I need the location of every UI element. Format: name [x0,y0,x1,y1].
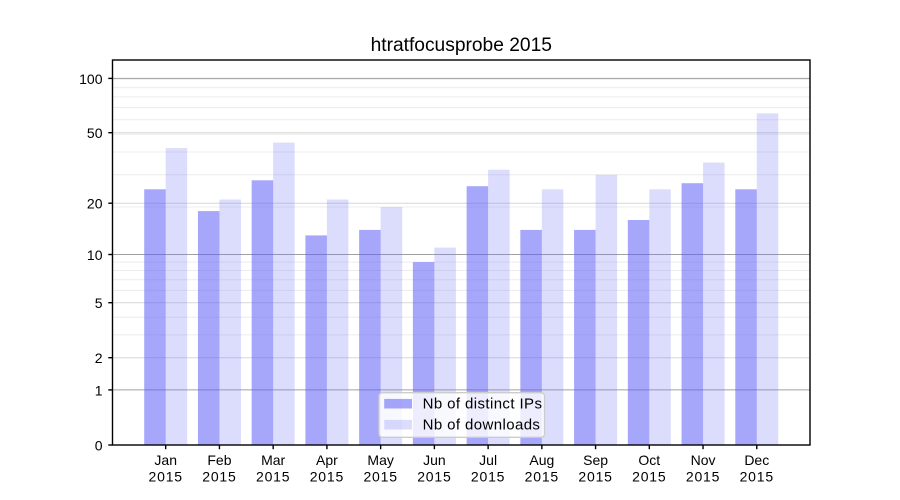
svg-text:2015: 2015 [740,468,774,484]
svg-text:Nb of downloads: Nb of downloads [423,416,541,433]
svg-text:Aug: Aug [529,452,554,468]
svg-text:2015: 2015 [471,468,505,484]
svg-text:Jan: Jan [154,452,177,468]
svg-text:0: 0 [95,438,103,454]
svg-text:May: May [367,452,393,468]
svg-text:5: 5 [95,295,103,311]
svg-text:Jul: Jul [479,452,497,468]
svg-text:2015: 2015 [149,468,183,484]
svg-text:2015: 2015 [632,468,666,484]
svg-text:Dec: Dec [744,452,769,468]
svg-text:20: 20 [87,196,103,212]
svg-text:2015: 2015 [363,468,397,484]
svg-text:2015: 2015 [417,468,451,484]
svg-text:Sep: Sep [583,452,608,468]
svg-text:2015: 2015 [686,468,720,484]
svg-text:2015: 2015 [202,468,236,484]
svg-text:Nov: Nov [691,452,716,468]
svg-text:2015: 2015 [310,468,344,484]
svg-text:2015: 2015 [256,468,290,484]
svg-text:100: 100 [79,71,103,87]
svg-text:htratfocusprobe 2015: htratfocusprobe 2015 [371,35,552,56]
svg-text:1: 1 [95,382,103,398]
svg-text:Apr: Apr [316,452,338,468]
svg-text:Feb: Feb [207,452,231,468]
svg-text:Jun: Jun [423,452,446,468]
svg-text:50: 50 [87,125,103,141]
svg-text:2015: 2015 [578,468,612,484]
svg-text:Oct: Oct [638,452,660,468]
svg-text:10: 10 [87,247,103,263]
svg-text:Nb of distinct IPs: Nb of distinct IPs [423,395,543,412]
svg-text:2: 2 [95,350,103,366]
svg-text:Mar: Mar [261,452,285,468]
svg-text:2015: 2015 [525,468,559,484]
